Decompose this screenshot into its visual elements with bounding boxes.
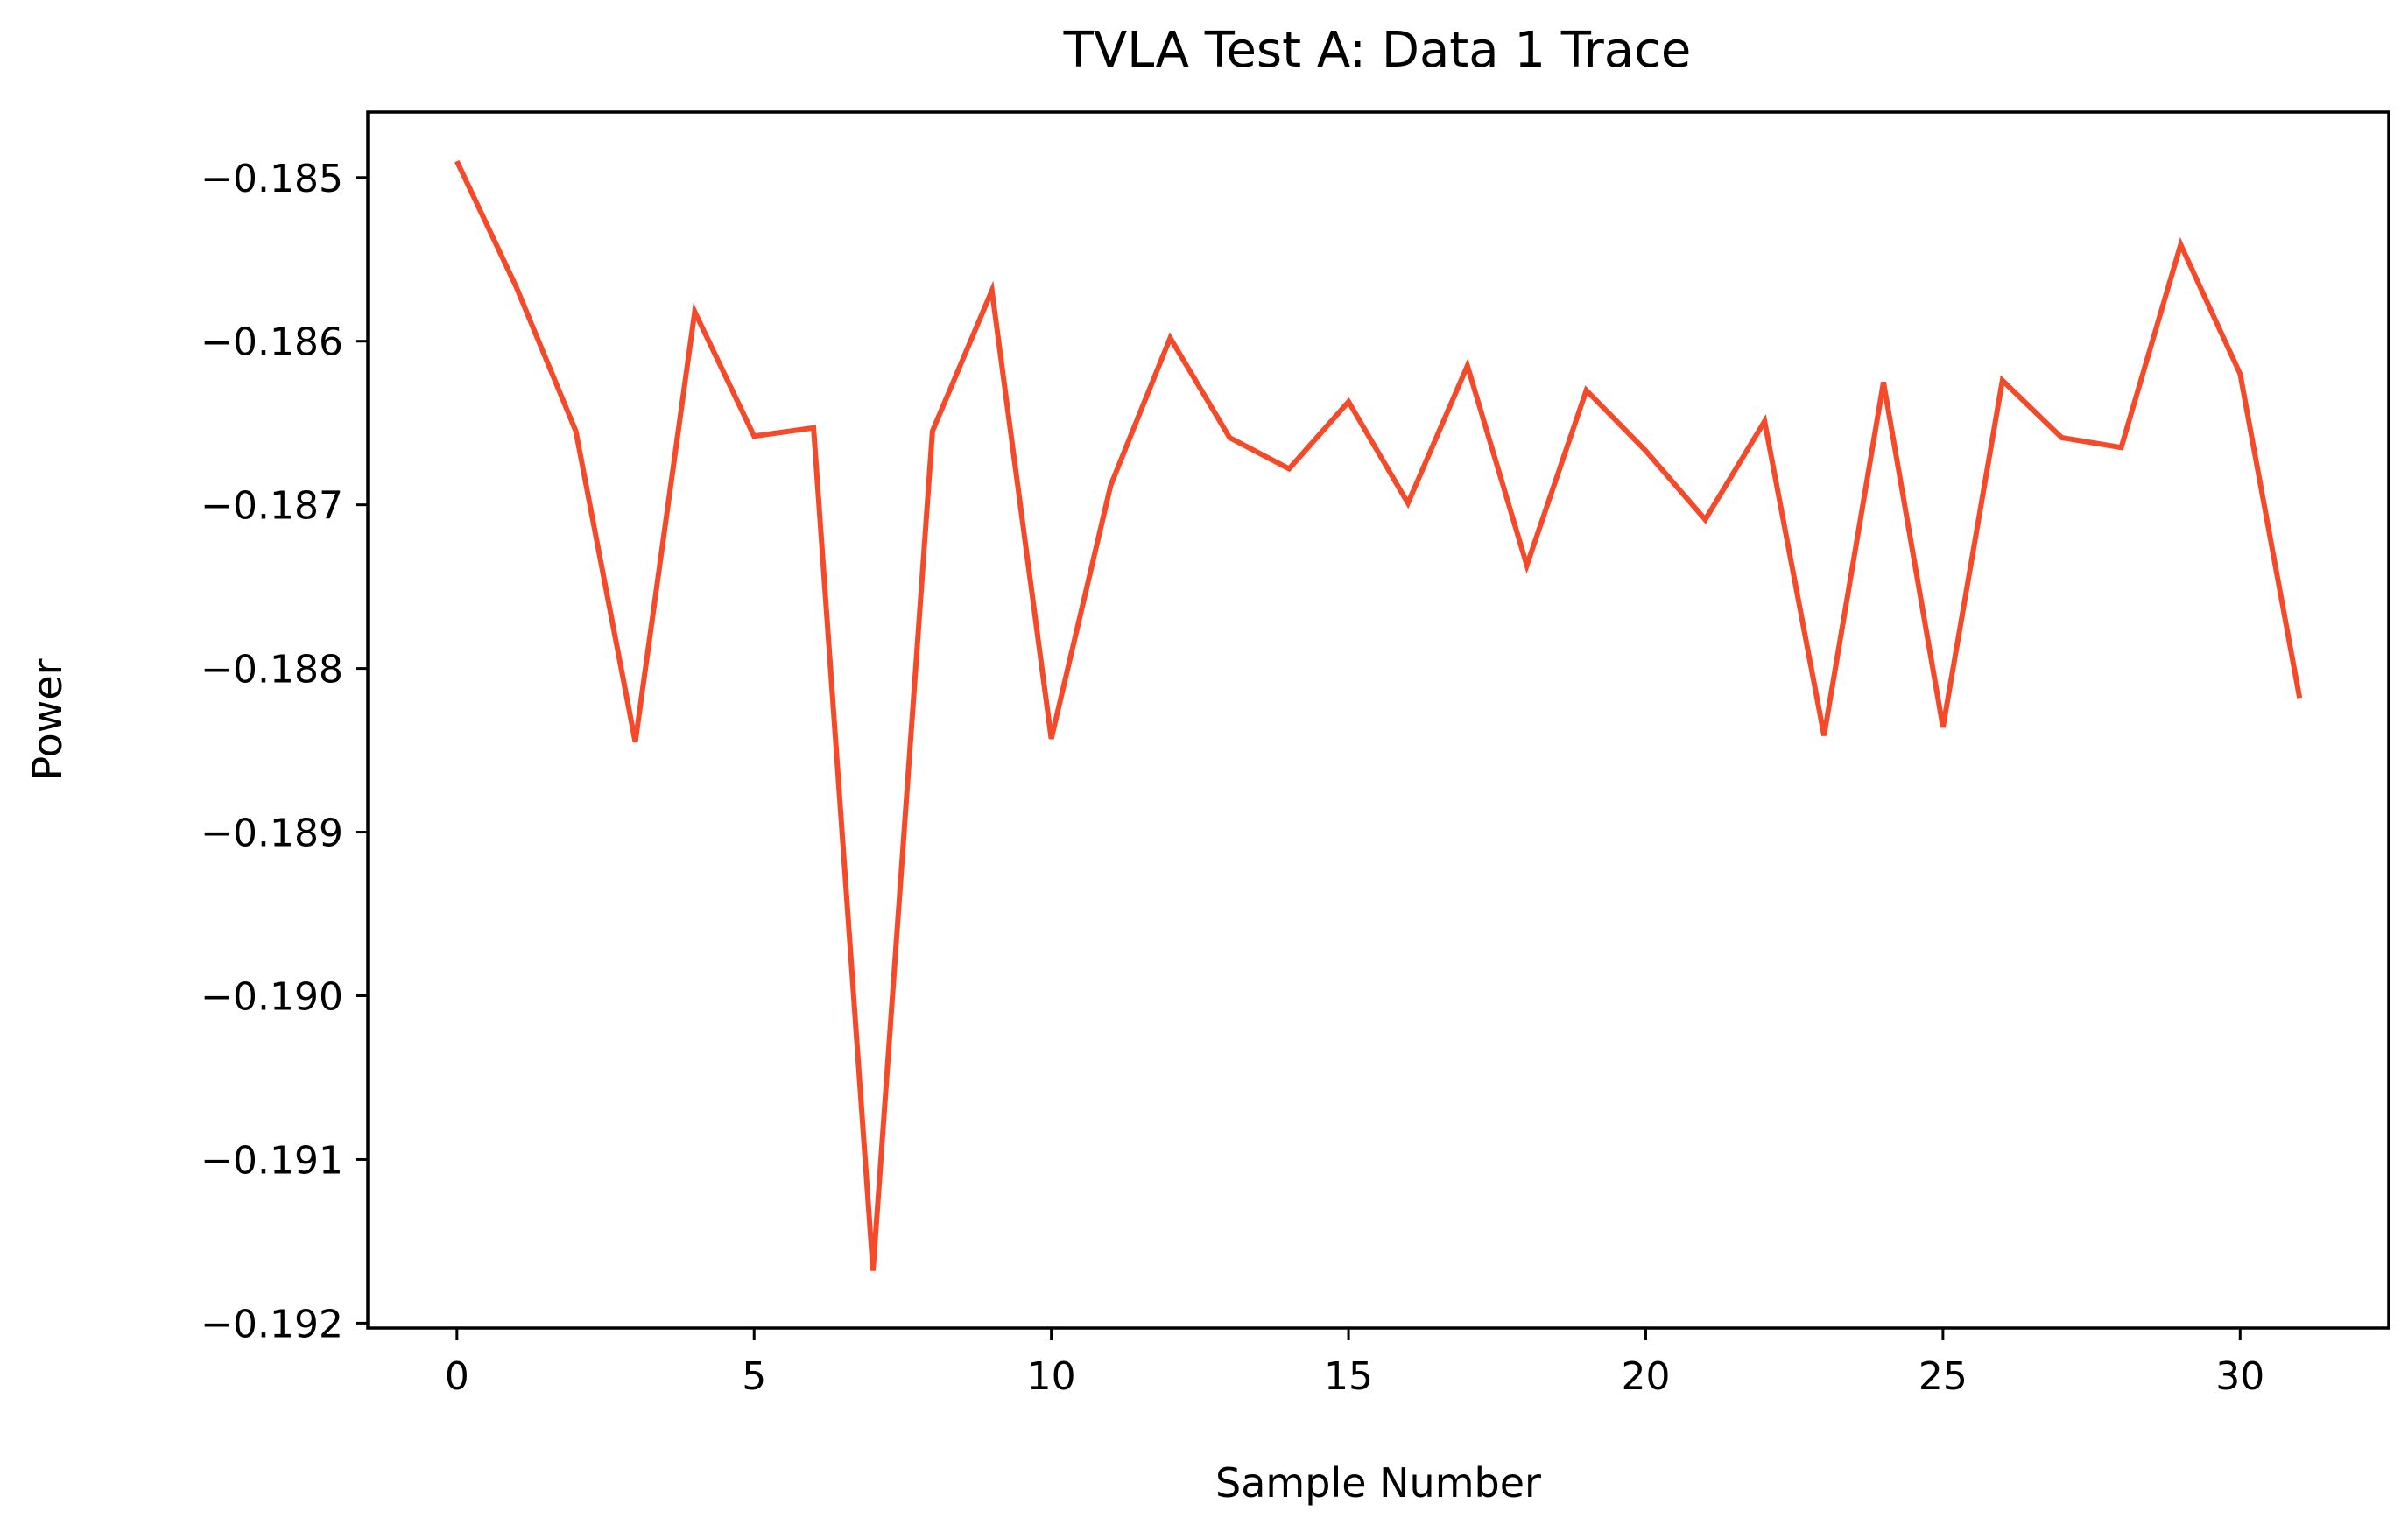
x-tick-label: 30 [2215,1354,2264,1399]
y-tick-label: −0.192 [201,1302,343,1346]
x-tick-label: 10 [1027,1354,1076,1399]
y-tick-label: −0.191 [201,1138,343,1183]
y-tick-label: −0.186 [201,320,343,365]
x-tick-label: 25 [1919,1354,1968,1399]
x-tick-label: 5 [742,1354,766,1399]
series-line [454,159,2303,1271]
x-tick-label: 0 [445,1354,469,1399]
y-tick-label: −0.189 [201,812,343,856]
y-tick-label: −0.185 [201,157,343,201]
y-tick-label: −0.187 [201,484,343,529]
x-axis-label: Sample Number [1215,1459,1541,1507]
y-axis-ticks: −0.185 −0.186 −0.187 −0.188 −0.189 −0.190 −0.1… [201,157,368,1346]
chart-title: TVLA Test A: Data 1 Trace [1063,22,1692,79]
x-axis-ticks: 0 5 10 15 20 25 30 [445,1328,2264,1399]
y-tick-label: −0.190 [201,975,343,1020]
x-tick-label: 15 [1324,1354,1373,1399]
x-tick-label: 20 [1621,1354,1670,1399]
y-tick-label: −0.188 [201,648,343,692]
y-axis-label: Power [24,658,71,780]
plot-area-frame [366,110,2390,1330]
series-layer [454,159,2303,1271]
